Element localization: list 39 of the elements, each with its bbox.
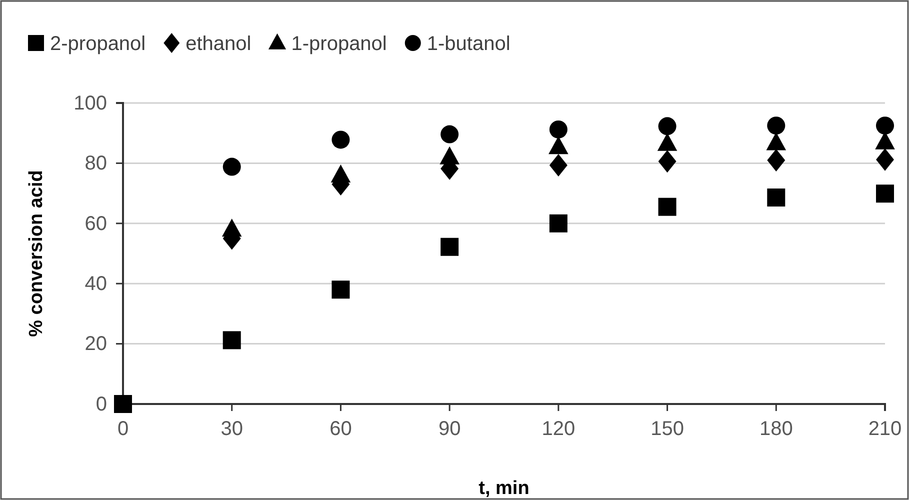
x-tick-label: 90	[438, 418, 461, 440]
x-tick-label: 150	[650, 418, 684, 440]
point	[440, 125, 459, 144]
point	[767, 116, 786, 135]
point	[658, 198, 676, 216]
point	[222, 158, 241, 176]
point	[332, 280, 350, 299]
point	[767, 148, 786, 172]
x-tick-label: 60	[330, 418, 352, 440]
point	[332, 130, 350, 149]
y-axis-title: % conversion acid	[26, 170, 47, 337]
legend-label: 2-propanol	[50, 33, 146, 55]
y-tick-label: 0	[96, 393, 107, 416]
y-tick-label: 60	[84, 212, 107, 235]
point	[440, 238, 459, 256]
x-tick-label: 210	[868, 418, 902, 440]
legend-label: ethanol	[186, 33, 252, 55]
y-tick-label: 100	[74, 92, 107, 114]
point	[876, 148, 894, 171]
point	[658, 150, 676, 173]
point	[876, 116, 894, 135]
x-axis-title: t, min	[478, 478, 530, 499]
y-tick-label: 40	[84, 273, 107, 295]
point	[549, 154, 568, 177]
point	[658, 117, 676, 136]
legend-label: 1-propanol	[291, 33, 387, 55]
point	[767, 188, 786, 207]
x-tick-label: 180	[759, 418, 793, 440]
point	[549, 120, 568, 138]
legend-label: 1-butanol	[426, 33, 510, 55]
point	[222, 331, 241, 350]
point	[876, 184, 894, 203]
point	[549, 214, 568, 232]
x-tick-label: 0	[117, 418, 129, 440]
x-tick-label: 120	[542, 418, 576, 440]
point	[114, 395, 132, 413]
y-tick-label: 20	[84, 333, 107, 356]
x-tick-label: 30	[220, 418, 243, 440]
y-tick-label: 80	[84, 152, 107, 175]
